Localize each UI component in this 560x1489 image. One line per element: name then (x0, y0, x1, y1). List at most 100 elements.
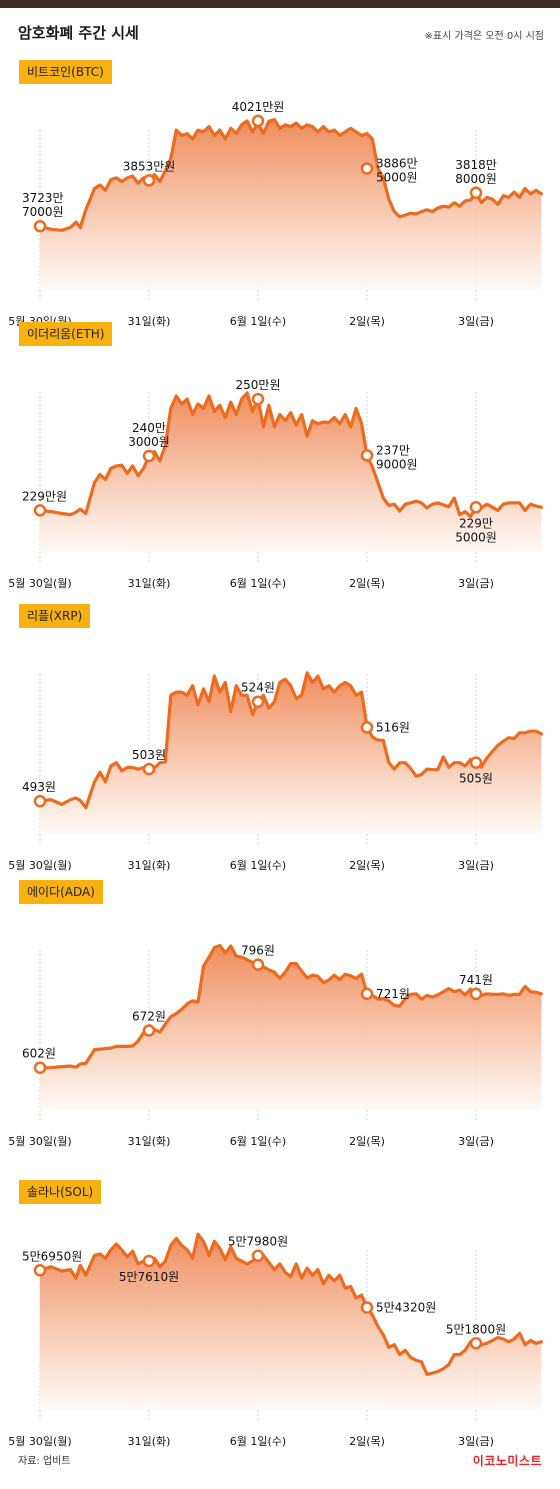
price-label: 516원 (376, 720, 410, 734)
price-marker (142, 174, 156, 187)
x-tick-label: 6월 1일(수) (230, 1134, 286, 1148)
price-marker (251, 958, 265, 971)
sol-chart-panel: 솔라나(SOL) 5만6950원 5만7610원 5만7980원 5만4320원 5만1… (0, 1180, 560, 1455)
ada-chart-panel: 에이다(ADA) 602원 672원 796원 721원 741원 5월 30일(월) 31… (0, 880, 560, 1155)
page-title: 암호화폐 주간 시세 (18, 24, 139, 42)
price-marker (469, 1337, 483, 1350)
price-marker (469, 987, 483, 1001)
price-marker (469, 756, 483, 769)
coin-label-xrp: 리플(XRP) (19, 604, 91, 628)
price-marker (33, 504, 47, 517)
coin-label-eth: 이더리움(ETH) (19, 322, 113, 346)
price-area (40, 672, 542, 834)
price-label: 3723만 (22, 191, 64, 205)
price-marker (33, 219, 47, 233)
xrp-chart: 493원 503원 524원 516원 505원 5월 30일(월) 31일(화) 6월 1일… (8, 671, 543, 872)
btc-chart-panel: 비트코인(BTC) 3723만 7000원 3853만원 4021만원 3886만 500… (0, 60, 560, 335)
x-tick-label: 6월 1일(수) (230, 858, 286, 872)
price-label: 4021만원 (232, 100, 285, 114)
price-marker (33, 794, 47, 808)
top-bar (0, 0, 560, 8)
x-tick-label: 5월 30일(월) (8, 1134, 71, 1148)
x-tick-label: 2일(목) (349, 576, 385, 590)
price-label: 5000원 (455, 530, 497, 544)
x-tick-label: 31일(화) (128, 1434, 171, 1448)
price-area (40, 392, 542, 552)
price-label: 240만 (132, 421, 166, 435)
x-tick-label: 3일(금) (458, 858, 494, 872)
price-label: 5만7980원 (228, 1235, 288, 1249)
ada-chart: 602원 672원 796원 721원 741원 5월 30일(월) 31일(화) 6월 1일… (8, 943, 543, 1148)
price-label: 493원 (22, 780, 56, 794)
price-line (38, 671, 543, 810)
source-note: 자료: 업비트 (18, 1456, 71, 1467)
price-label: 229만 (459, 516, 493, 530)
price-marker (142, 762, 156, 776)
price-marker (251, 1249, 265, 1262)
price-area (40, 1234, 542, 1410)
x-tick-label: 6월 1일(수) (230, 1434, 286, 1448)
price-marker (251, 114, 265, 128)
price-label: 3853만원 (123, 159, 176, 173)
price-label: 5만4320원 (376, 1301, 436, 1315)
price-label: 602원 (22, 1047, 56, 1061)
price-marker (33, 1264, 47, 1277)
price-line (38, 117, 543, 232)
eth-chart-panel: 이더리움(ETH) 229만원 240만 3000원 250만원 237만 9000원 22… (0, 322, 560, 597)
price-marker (142, 1024, 156, 1037)
price-marker (360, 1301, 374, 1314)
price-label: 3000원 (128, 435, 170, 449)
price-marker (469, 501, 483, 514)
x-tick-label: 6월 1일(수) (230, 314, 286, 328)
price-marker (142, 1254, 156, 1268)
x-tick-label: 2일(목) (349, 1134, 385, 1148)
price-label: 3818만 (455, 158, 497, 172)
price-line (38, 943, 543, 1070)
coin-label-btc: 비트코인(BTC) (19, 60, 112, 84)
price-area (40, 945, 542, 1110)
price-label: 672원 (132, 1010, 166, 1024)
price-label: 796원 (241, 944, 275, 958)
x-tick-label: 5월 30일(월) (8, 858, 71, 872)
x-tick-label: 2일(목) (349, 314, 385, 328)
coin-label-sol: 솔라나(SOL) (19, 1180, 102, 1204)
x-tick-label: 31일(화) (128, 576, 171, 590)
x-tick-label: 3일(금) (458, 314, 494, 328)
xrp-chart-panel: 리플(XRP) 493원 503원 524원 516원 505원 5월 30일(월) 31일… (0, 604, 560, 879)
price-label: 8000원 (455, 172, 497, 186)
price-label: 5만1800원 (446, 1322, 506, 1336)
price-marker (360, 162, 374, 175)
price-label: 505원 (459, 772, 493, 786)
price-marker (251, 392, 265, 406)
price-marker (469, 186, 483, 200)
price-marker (251, 695, 265, 708)
price-label: 524원 (241, 681, 275, 695)
price-marker (33, 1061, 47, 1074)
x-tick-label: 2일(목) (349, 1434, 385, 1448)
price-label: 7000원 (22, 205, 64, 219)
price-marker (360, 721, 374, 734)
price-label: 250만원 (236, 378, 281, 392)
x-tick-label: 3일(금) (458, 1434, 494, 1448)
x-tick-label: 3일(금) (458, 576, 494, 590)
x-tick-label: 5월 30일(월) (8, 1434, 71, 1448)
x-tick-label: 31일(화) (128, 858, 171, 872)
price-line (38, 1232, 543, 1376)
price-marker (360, 449, 374, 462)
price-label: 741원 (459, 973, 493, 987)
price-marker (360, 987, 374, 1001)
x-tick-label: 31일(화) (128, 314, 171, 328)
price-label: 9000원 (376, 457, 418, 471)
price-label: 721원 (376, 987, 410, 1001)
publisher-logo: 이코노미스트 (472, 1454, 542, 1468)
x-tick-label: 5월 30일(월) (8, 576, 71, 590)
price-label: 237만 (376, 443, 410, 457)
price-time-note: ※표시 가격은 오전 0시 시점 (424, 31, 544, 42)
price-label: 5000원 (376, 171, 418, 185)
price-label: 3886만 (376, 157, 418, 171)
x-tick-label: 31일(화) (128, 1134, 171, 1148)
x-tick-label: 3일(금) (458, 1134, 494, 1148)
price-label: 503원 (132, 748, 166, 762)
